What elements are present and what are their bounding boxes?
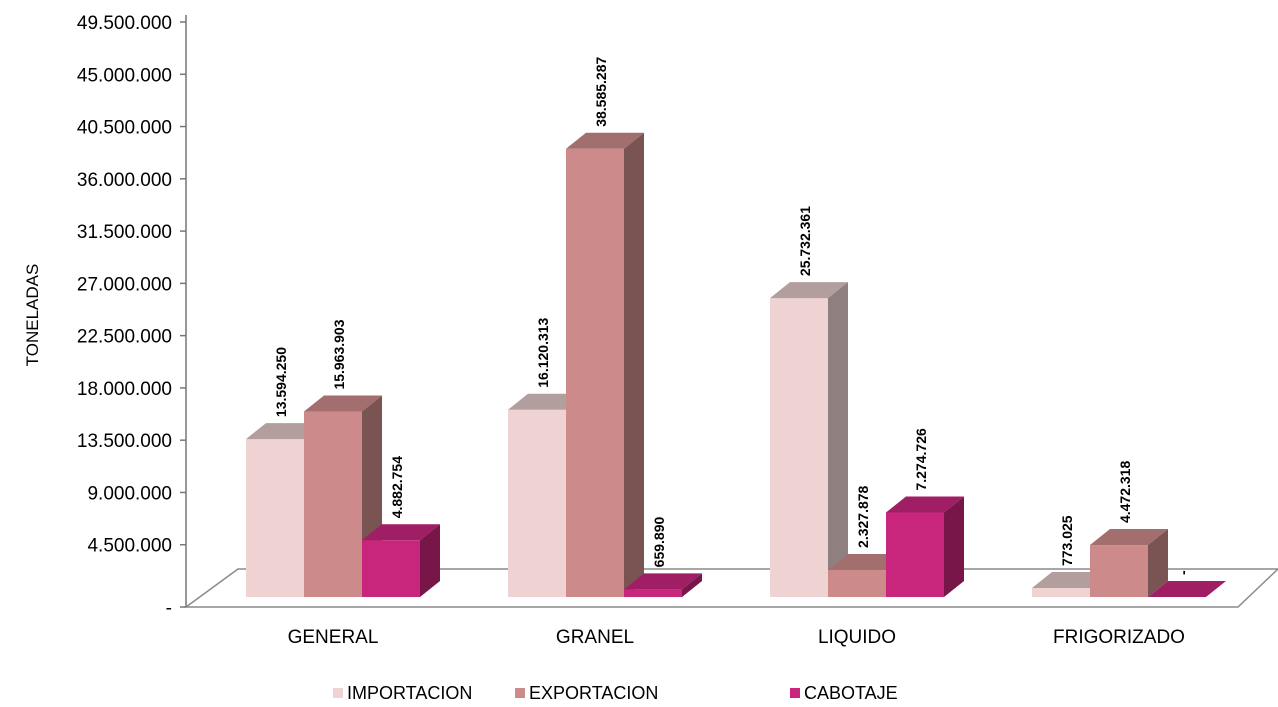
bar-top	[304, 395, 382, 412]
data-label: 15.963.903	[331, 319, 347, 389]
data-label: 4.472.318	[1117, 461, 1133, 523]
bar-front	[1032, 588, 1090, 597]
legend-swatch	[790, 688, 800, 698]
bar-front	[304, 411, 362, 597]
category-label: GENERAL	[288, 627, 379, 648]
data-label: 659.890	[651, 517, 667, 568]
y-tick-label: 45.000.000	[77, 65, 172, 86]
legend-swatch	[515, 688, 525, 698]
bar-front	[828, 569, 886, 597]
bar-front	[566, 148, 624, 598]
bars	[246, 132, 1226, 598]
bar-exportacion-granel	[566, 132, 644, 598]
y-tick-label: 13.500.000	[77, 431, 172, 452]
floor-plane	[183, 568, 1278, 608]
legend-label: CABOTAJE	[804, 683, 898, 703]
bar-side	[828, 282, 848, 597]
bar-side	[420, 524, 440, 597]
data-label: 7.274.726	[913, 428, 929, 490]
data-label: -	[1175, 570, 1191, 575]
data-label: 2.327.878	[855, 485, 871, 547]
legend-label: EXPORTACION	[529, 683, 658, 703]
legend: IMPORTACION EXPORTACION CABOTAJE	[333, 683, 898, 703]
legend-swatch	[333, 688, 343, 698]
category-label: LIQUIDO	[818, 627, 896, 648]
chart-floor	[183, 568, 1278, 608]
bar-front	[770, 298, 828, 597]
y-tick-label: 40.500.000	[77, 118, 172, 139]
bar-top	[624, 573, 702, 590]
legend-item-importacion: IMPORTACION	[333, 683, 472, 703]
bar-front	[362, 540, 420, 597]
data-label: 4.882.754	[389, 456, 405, 518]
bar-cabotaje-frigorizado	[1148, 581, 1226, 597]
category-label: FRIGORIZADO	[1053, 627, 1185, 648]
bar-front	[1090, 545, 1148, 597]
bar-side	[682, 573, 702, 597]
data-label: 16.120.313	[535, 317, 551, 387]
bar-top	[566, 132, 644, 149]
y-axis: - 4.500.000 9.000.000 13.500.000 18.000.000 2…	[77, 13, 187, 619]
legend-label: IMPORTACION	[347, 683, 472, 703]
bar-front	[886, 512, 944, 597]
bar-front	[508, 409, 566, 597]
bar-top	[1148, 581, 1226, 597]
y-tick-label: 22.500.000	[77, 327, 172, 348]
bar-front	[624, 589, 682, 597]
y-tick-label: -	[166, 598, 172, 619]
bar-side	[624, 132, 644, 598]
y-tick-label: 18.000.000	[77, 379, 172, 400]
category-label: GRANEL	[556, 627, 634, 648]
data-labels: 13.594.250 16.120.313 25.732.361 773.025 15.…	[273, 57, 1191, 575]
data-label: 13.594.250	[273, 347, 289, 417]
y-tick-label: 31.500.000	[77, 222, 172, 243]
bar-side	[944, 496, 964, 597]
bar-cabotaje-general	[362, 524, 440, 597]
category-labels: GENERAL GRANEL LIQUIDO FRIGORIZADO	[288, 627, 1185, 648]
y-axis-label: TONELADAS	[23, 264, 42, 367]
bar-front	[246, 439, 304, 597]
y-tick-label: 4.500.000	[87, 536, 172, 557]
bar-top	[886, 496, 964, 513]
bar-importacion-liquido	[770, 282, 848, 597]
data-label: 25.732.361	[797, 206, 813, 276]
y-tick-label: 49.500.000	[77, 13, 172, 34]
data-label: 38.585.287	[593, 57, 609, 127]
bar-top	[362, 524, 440, 541]
bar-exportacion-frigorizado	[1090, 529, 1168, 597]
bar-side	[1148, 529, 1168, 597]
legend-item-cabotaje: CABOTAJE	[790, 683, 898, 703]
bar-top	[1090, 529, 1168, 546]
y-tick-label: 36.000.000	[77, 170, 172, 191]
bar-cabotaje-granel	[624, 573, 702, 597]
y-tick-label: 9.000.000	[87, 483, 172, 504]
data-label: 773.025	[1059, 515, 1075, 566]
bar-top	[770, 282, 848, 299]
y-tick-label: 27.000.000	[77, 274, 172, 295]
bar-cabotaje-liquido	[886, 496, 964, 597]
legend-item-exportacion: EXPORTACION	[515, 683, 658, 703]
